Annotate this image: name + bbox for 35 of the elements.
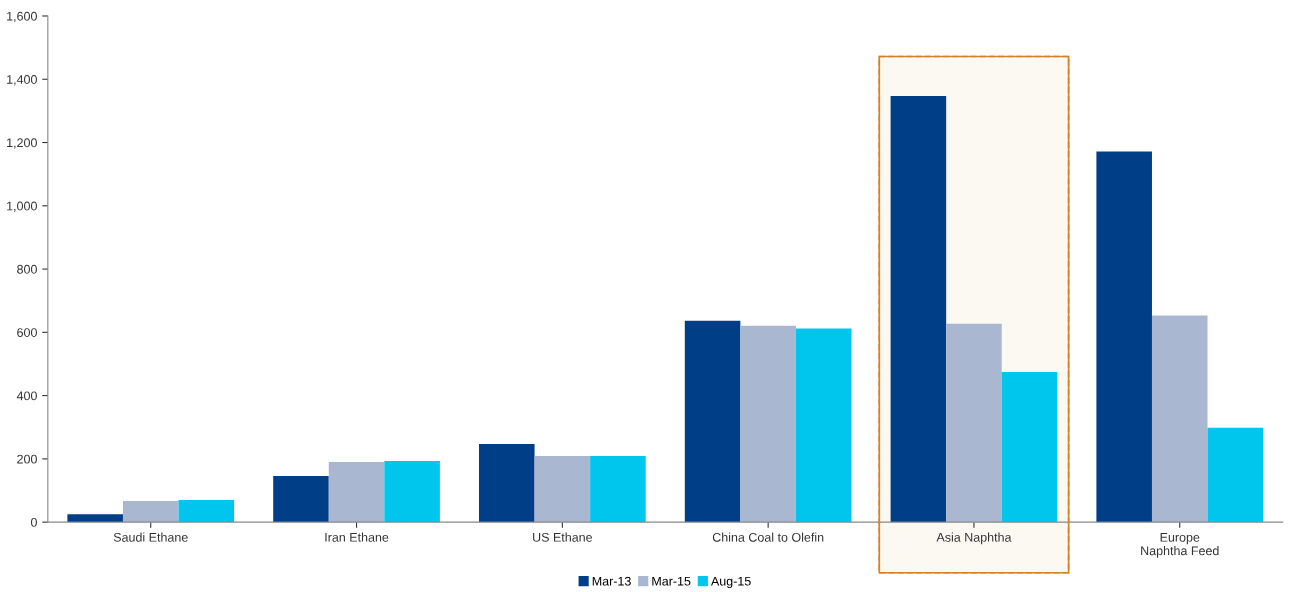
y-tick-label: 1,400 bbox=[7, 75, 37, 86]
bar bbox=[1151, 315, 1208, 523]
bar bbox=[122, 500, 179, 523]
bar bbox=[795, 328, 852, 523]
x-tick-label: Iran Ethane bbox=[325, 532, 389, 542]
bar bbox=[328, 462, 385, 523]
bar bbox=[479, 444, 535, 523]
x-tick-label: Saudi Ethane bbox=[113, 532, 188, 542]
x-tick-label: Europe Naphtha Feed bbox=[1141, 533, 1219, 558]
bar bbox=[178, 500, 235, 523]
x-tick-label: China Coal to Olefin bbox=[712, 532, 824, 542]
legend-label: Aug-15 bbox=[710, 576, 751, 589]
bar bbox=[740, 325, 796, 523]
y-tick-label: 1,200 bbox=[7, 138, 37, 149]
legend-label: Mar-15 bbox=[652, 576, 691, 586]
y-tick-label: 400 bbox=[16, 391, 37, 401]
bar bbox=[273, 475, 329, 523]
bar bbox=[1207, 427, 1264, 523]
bar bbox=[590, 456, 646, 523]
y-tick-label: 600 bbox=[17, 328, 37, 337]
y-tick-label: 1,000 bbox=[7, 201, 37, 212]
bar bbox=[684, 320, 741, 523]
bar bbox=[890, 96, 947, 523]
bar bbox=[384, 461, 440, 523]
legend-label: Mar-13 bbox=[592, 576, 631, 586]
bar bbox=[534, 456, 591, 523]
y-tick-label: 800 bbox=[17, 264, 37, 274]
bar bbox=[1001, 371, 1058, 523]
bar bbox=[1096, 151, 1152, 523]
y-tick-label: 0 bbox=[30, 517, 37, 527]
x-tick-label: US Ethane bbox=[533, 532, 593, 542]
y-tick-label: 200 bbox=[17, 454, 37, 464]
y-tick-label: 1,600 bbox=[7, 11, 37, 23]
x-tick-label: Asia Naphtha bbox=[936, 532, 1012, 545]
bar bbox=[946, 323, 1002, 523]
